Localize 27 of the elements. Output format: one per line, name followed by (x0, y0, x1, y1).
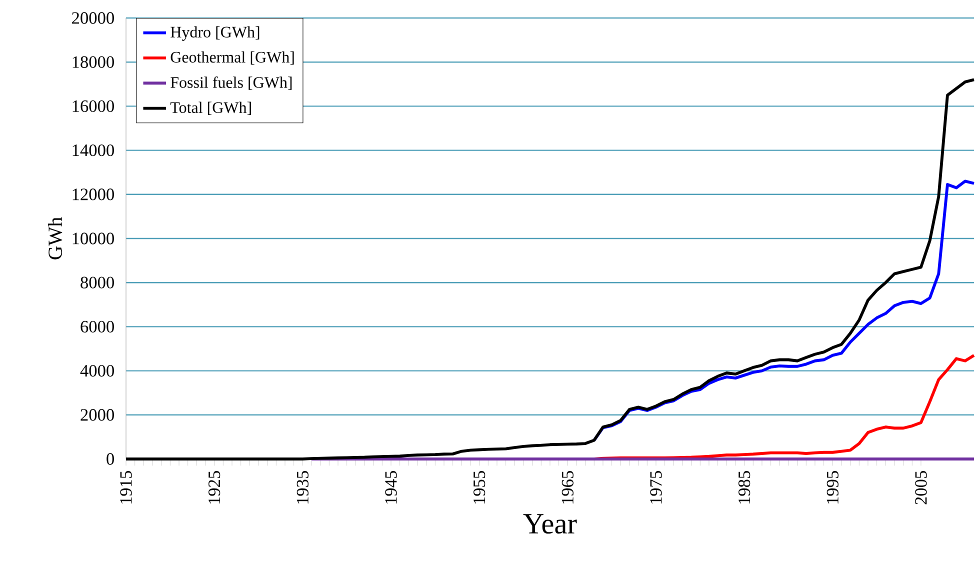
y-tick-label: 2000 (80, 409, 114, 421)
x-tick-label: 1945 (385, 471, 397, 504)
x-axis-title: Year (523, 514, 577, 534)
x-tick-label: 1995 (826, 471, 838, 504)
y-tick-label: 16000 (72, 100, 114, 112)
y-tick-label: 0 (106, 453, 114, 465)
y-axis-title: GWh (48, 217, 62, 260)
x-tick-label: 1985 (738, 471, 750, 504)
x-tick-label: 1925 (208, 471, 220, 504)
y-tick-label: 10000 (72, 232, 114, 244)
x-tick-label: 2005 (915, 471, 927, 504)
x-tick-label: 1975 (650, 471, 662, 504)
y-tick-label: 12000 (72, 188, 114, 200)
y-tick-label: 4000 (80, 364, 114, 377)
x-tick-label: 1965 (562, 471, 574, 504)
x-tick-label: 1935 (296, 471, 308, 504)
y-tick-label: 20000 (72, 12, 114, 24)
y-tick-label: 14000 (72, 144, 114, 156)
y-tick-label: 18000 (72, 56, 114, 68)
legend-label: Geothermal [GWh] (170, 51, 294, 65)
x-tick-label: 1915 (120, 471, 132, 504)
y-tick-label: 6000 (80, 320, 114, 333)
legend-label: Total [GWh] (170, 102, 251, 115)
legend-label: Fossil fuels [GWh] (170, 76, 292, 90)
legend-label: Hydro [GWh] (170, 26, 260, 41)
y-tick-label: 8000 (80, 276, 114, 288)
x-tick-label: 1955 (474, 471, 486, 504)
